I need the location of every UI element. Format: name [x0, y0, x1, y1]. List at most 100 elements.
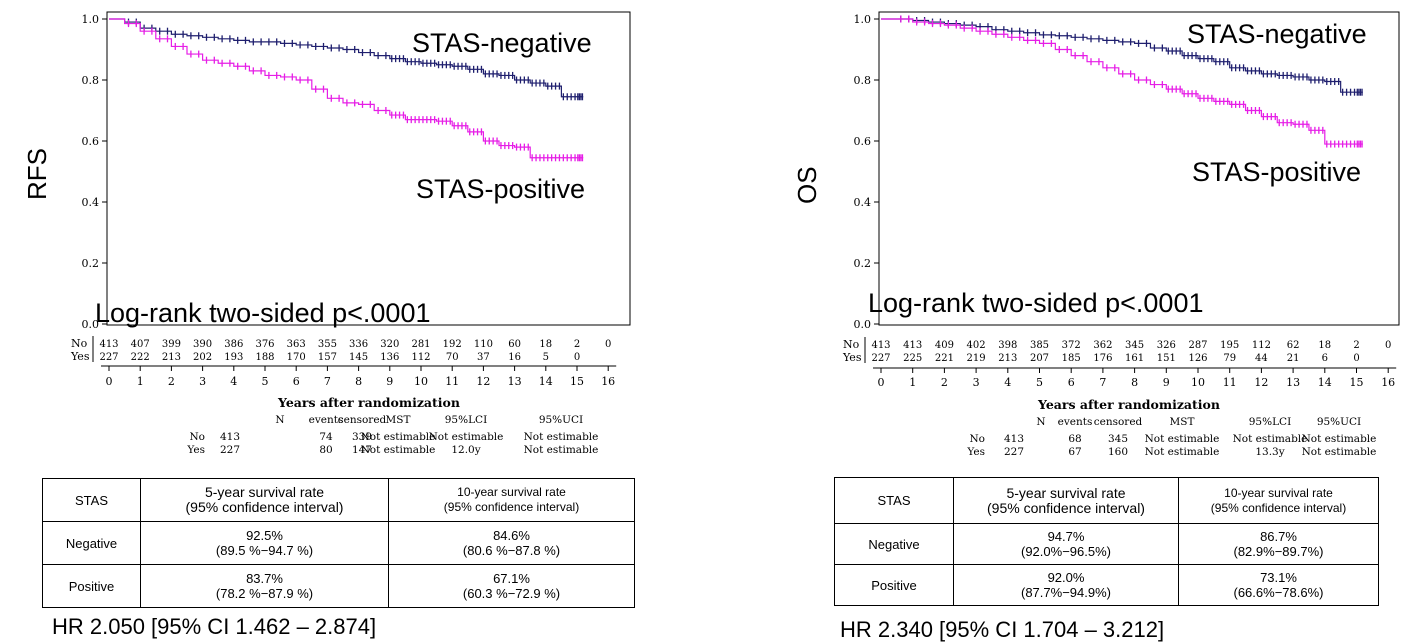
risk-label-no: No [71, 337, 88, 350]
positive-5y-value: 92.0% [1047, 570, 1085, 585]
summary-header-events: events [1058, 416, 1093, 428]
header-10y: 10-year survival rate (95% confidence in… [388, 478, 635, 522]
positive-5y-ci: (78.2 %−87.9 %) [215, 586, 314, 601]
x-axis-label: Years after randomization [277, 395, 460, 410]
risk-no-count: 112 [1252, 340, 1271, 351]
risk-no-count: 385 [1030, 340, 1049, 351]
risk-no-count: 372 [1062, 340, 1081, 351]
logrank-text: Log-rank two-sided p<.0001 [95, 298, 430, 328]
plot-frame [878, 11, 1400, 326]
positive-10y-value: 73.1% [1260, 570, 1297, 585]
y-tick-label: 0.2 [82, 257, 100, 270]
x-tick-label: 13 [508, 375, 522, 388]
summary-header-censored: censored [1094, 416, 1143, 428]
y-axis-label: RFS [22, 148, 52, 200]
y-tick-label: 0.2 [854, 257, 872, 270]
summary-row-label: Yes [966, 446, 985, 458]
risk-no-count: 62 [1287, 340, 1300, 351]
summary-header-mst: MST [1170, 416, 1195, 428]
x-tick-label: 4 [230, 375, 237, 388]
risk-yes-count: 5 [543, 352, 549, 363]
risk-no-count: 376 [255, 339, 274, 350]
x-tick-label: 8 [355, 375, 362, 388]
x-tick-label: 8 [1131, 376, 1138, 389]
risk-no-count: 2 [574, 339, 580, 350]
header-5y-line1: 5-year survival rate [204, 484, 325, 500]
summary-header-events: events [309, 414, 344, 426]
risk-no-count: 287 [1188, 340, 1207, 351]
curve-stas-positive [881, 18, 1363, 145]
risk-yes-count: 37 [477, 352, 490, 363]
logrank-text: Log-rank two-sided p<.0001 [868, 288, 1203, 318]
risk-yes-count: 225 [903, 353, 922, 364]
y-tick-label: 0.0 [82, 318, 100, 331]
row-negative-label: Negative [42, 521, 141, 565]
risk-no-count: 390 [193, 339, 212, 350]
risk-no-count: 402 [967, 340, 986, 351]
row-negative-label: Negative [834, 523, 954, 565]
risk-yes-count: 213 [998, 353, 1017, 364]
x-tick-label: 14 [1318, 376, 1332, 389]
positive-5y-value: 83.7% [246, 571, 283, 586]
risk-yes-count: 222 [131, 352, 150, 363]
x-tick-label: 15 [1350, 376, 1364, 389]
y-tick-label: 0.0 [854, 318, 872, 331]
x-tick-label: 9 [1163, 376, 1170, 389]
x-tick-label: 5 [262, 375, 269, 388]
summary-cell: 12.0y [451, 444, 480, 456]
risk-yes-count: 188 [255, 352, 274, 363]
risk-yes-count: 213 [162, 352, 181, 363]
risk-yes-count: 0 [574, 352, 580, 363]
negative-5y-ci: (89.5 %−94.7 %) [215, 543, 314, 558]
summary-cell: Not estimable [1302, 446, 1377, 458]
header-10y-line1: 10-year survival rate [1224, 485, 1333, 500]
x-tick-label: 6 [293, 375, 300, 388]
header-stas: STAS [42, 478, 141, 522]
summary-row-label: No [189, 431, 205, 443]
risk-yes-count: 145 [349, 352, 368, 363]
y-tick-label: 0.8 [82, 74, 100, 87]
x-tick-label: 1 [909, 376, 916, 389]
rfs-panel: 0.0 0.2 0.4 0.6 0.8 1.0 STAS-negative STAS-po… [22, 11, 635, 639]
header-5y-line2: (95% confidence interval) [185, 499, 344, 515]
risk-no-count: 336 [349, 339, 368, 350]
header-stas: STAS [834, 477, 954, 524]
negative-10y-value: 86.7% [1260, 529, 1297, 544]
summary-cell: Not estimable [524, 431, 599, 443]
risk-no-count: 326 [1157, 340, 1176, 351]
summary-cell: 67 [1068, 446, 1081, 458]
header-10y-line1: 10-year survival rate [457, 485, 566, 499]
risk-yes-count: 161 [1125, 353, 1144, 364]
plot-frame [106, 11, 631, 326]
label-stas-negative: STAS-negative [412, 28, 592, 58]
risk-no-count: 18 [539, 339, 552, 350]
risk-yes-count: 16 [508, 352, 521, 363]
positive-5y-ci: (87.7%−94.9%) [1021, 585, 1111, 600]
header-10y-line2: (95% confidence interval) [443, 500, 580, 514]
risk-no-count: 362 [1093, 340, 1112, 351]
summary-cell: Not estimable [1302, 433, 1377, 445]
negative-5y-ci: (92.0%−96.5%) [1021, 544, 1111, 559]
summary-cell: 345 [1108, 433, 1128, 445]
x-tick-label: 9 [386, 375, 393, 388]
summary-header-mst: MST [386, 414, 411, 426]
x-tick-label: 6 [1068, 376, 1075, 389]
summary-row-label: Yes [186, 444, 205, 456]
risk-yes-count: 207 [1030, 353, 1049, 364]
risk-no-count: 355 [318, 339, 337, 350]
x-tick-label: 10 [414, 375, 428, 388]
x-tick-label: 7 [1099, 376, 1106, 389]
x-tick-label: 2 [168, 375, 175, 388]
risk-no-count: 413 [99, 339, 118, 350]
risk-no-count: 0 [605, 339, 611, 350]
x-tick-label: 5 [1036, 376, 1043, 389]
risk-yes-count: 0 [1353, 353, 1359, 364]
x-tick-label: 16 [601, 375, 615, 388]
summary-cell: Not estimable [361, 431, 436, 443]
summary-header-95uci: 95%UCI [1317, 416, 1361, 428]
x-tick-label: 16 [1381, 376, 1395, 389]
negative-10y: 86.7% (82.9%−89.7%) [1178, 523, 1379, 565]
y-axis: 0.0 0.2 0.4 0.6 0.8 1.0 [82, 13, 107, 331]
